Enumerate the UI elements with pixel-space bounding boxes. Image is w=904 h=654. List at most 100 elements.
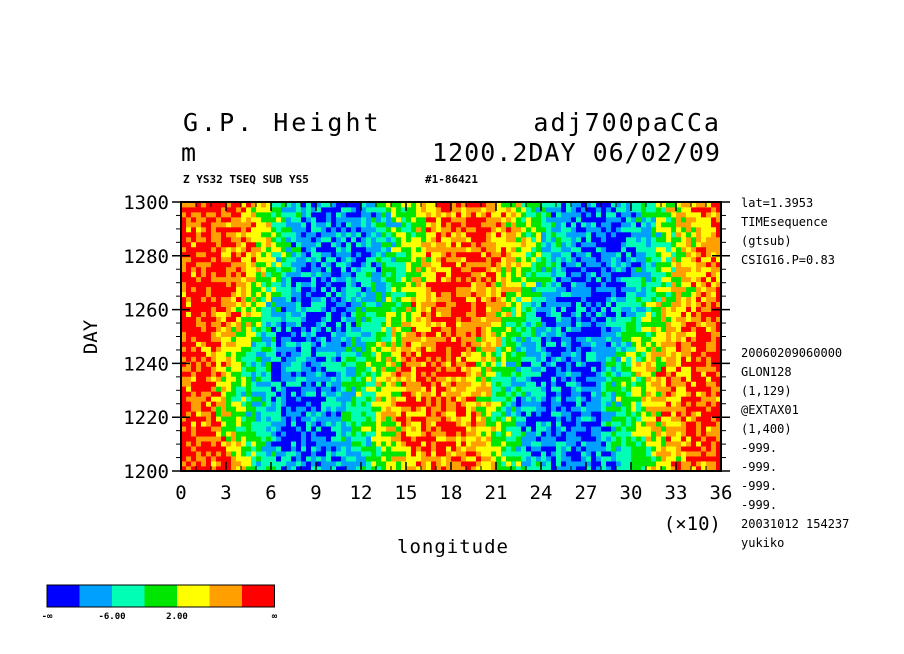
heatmap-cell xyxy=(561,251,567,258)
heatmap-cell xyxy=(496,246,502,253)
heatmap-cell xyxy=(326,261,332,268)
heatmap-cell xyxy=(641,291,647,298)
heatmap-cell xyxy=(676,326,682,332)
heatmap-cell xyxy=(316,251,322,258)
heatmap-cell xyxy=(476,291,482,298)
heatmap-cell xyxy=(206,351,212,357)
heatmap-cell xyxy=(711,366,717,372)
heatmap-cell xyxy=(681,391,687,397)
heatmap-cell xyxy=(491,436,497,442)
heatmap-cell xyxy=(251,301,257,308)
heatmap-cell xyxy=(431,451,437,457)
heatmap-cell xyxy=(196,236,202,243)
heatmap-cell xyxy=(576,326,582,332)
heatmap-cell xyxy=(371,456,377,462)
heatmap-cell xyxy=(536,301,542,308)
heatmap-cell xyxy=(616,351,622,357)
heatmap-cell xyxy=(486,451,492,457)
heatmap-cell xyxy=(231,466,237,472)
heatmap-cell xyxy=(551,336,557,342)
heatmap-cell xyxy=(276,431,282,437)
heatmap-cell xyxy=(436,446,442,452)
heatmap-cell xyxy=(496,416,502,422)
heatmap-cell xyxy=(706,351,712,357)
heatmap-cell xyxy=(426,336,432,342)
heatmap-cell xyxy=(246,251,252,258)
heatmap-cell xyxy=(216,451,222,457)
heatmap-cell xyxy=(421,351,427,357)
heatmap-cell xyxy=(196,251,202,258)
heatmap-cell xyxy=(341,271,347,278)
heatmap-cell xyxy=(201,236,207,243)
heatmap-cell xyxy=(341,411,347,417)
heatmap-cell xyxy=(591,431,597,437)
heatmap-cell xyxy=(636,381,642,387)
heatmap-cell xyxy=(231,286,237,293)
heatmap-cell xyxy=(611,296,617,303)
heatmap-cell xyxy=(551,426,557,432)
heatmap-cell xyxy=(671,281,677,288)
heatmap-cell xyxy=(316,311,322,317)
heatmap-cell xyxy=(611,416,617,422)
heatmap-cell xyxy=(671,266,677,273)
heatmap-cell xyxy=(496,331,502,337)
heatmap-cell xyxy=(531,396,537,402)
heatmap-cell xyxy=(381,281,387,288)
heatmap-cell xyxy=(436,251,442,258)
heatmap-cell xyxy=(246,451,252,457)
heatmap-cell xyxy=(486,266,492,273)
heatmap-cell xyxy=(256,391,262,397)
heatmap-cell xyxy=(596,271,602,278)
heatmap-cell xyxy=(711,326,717,332)
heatmap-cell xyxy=(611,281,617,288)
heatmap-cell xyxy=(586,356,592,362)
heatmap-cell xyxy=(396,286,402,293)
heatmap-cell xyxy=(351,246,357,253)
heatmap-cell xyxy=(446,381,452,387)
heatmap-cell xyxy=(556,426,562,432)
heatmap-cell xyxy=(596,446,602,452)
heatmap-cell xyxy=(271,406,277,412)
heatmap-cell xyxy=(461,446,467,452)
heatmap-cell xyxy=(351,391,357,397)
heatmap-cell xyxy=(271,321,277,327)
heatmap-cell xyxy=(556,261,562,268)
heatmap-cell xyxy=(411,396,417,402)
heatmap-cell xyxy=(501,466,507,472)
heatmap-cell xyxy=(346,286,352,293)
heatmap-cell xyxy=(411,411,417,417)
heatmap-cell xyxy=(456,371,462,377)
heatmap-cell xyxy=(501,241,507,248)
heatmap-cell xyxy=(701,381,707,387)
heatmap-cell xyxy=(566,361,572,367)
heatmap-cell xyxy=(706,401,712,407)
heatmap-cell xyxy=(551,301,557,308)
heatmap-cell xyxy=(201,351,207,357)
heatmap-cell xyxy=(651,426,657,432)
heatmap-cell xyxy=(411,421,417,427)
heatmap-cell xyxy=(211,456,217,462)
heatmap-cell xyxy=(451,326,457,332)
heatmap-cell xyxy=(466,296,472,303)
heatmap-cell xyxy=(181,366,187,372)
heatmap-cell xyxy=(316,446,322,452)
heatmap-cell xyxy=(346,466,352,472)
heatmap-cell xyxy=(491,401,497,407)
heatmap-cell xyxy=(291,251,297,258)
heatmap-cell xyxy=(311,271,317,278)
heatmap-cell xyxy=(636,356,642,362)
heatmap-cell xyxy=(286,331,292,337)
heatmap-cell xyxy=(626,326,632,332)
heatmap-cell xyxy=(606,366,612,372)
heatmap-cell xyxy=(501,311,507,317)
heatmap-cell xyxy=(541,406,547,412)
heatmap-cell xyxy=(556,431,562,437)
heatmap-cell xyxy=(421,436,427,442)
heatmap-cell xyxy=(466,466,472,472)
heatmap-cell xyxy=(686,316,692,322)
heatmap-cell xyxy=(521,416,527,422)
heatmap-cell xyxy=(286,346,292,352)
heatmap-cell xyxy=(411,271,417,278)
heatmap-cell xyxy=(266,371,272,377)
heatmap-cell xyxy=(276,436,282,442)
